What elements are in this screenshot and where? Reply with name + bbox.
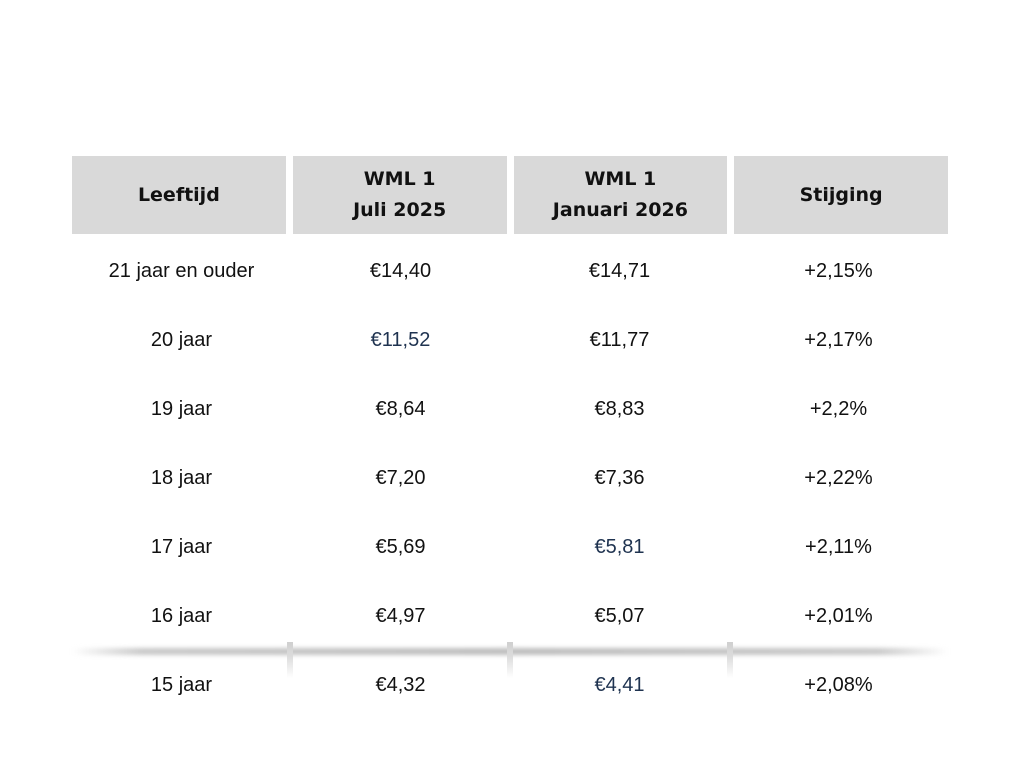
- header-stijging: Stijging: [734, 156, 948, 234]
- header-label: WML 1: [363, 168, 436, 190]
- table-body: 21 jaar en ouder €14,40 €14,71 +2,15% 20…: [72, 237, 948, 720]
- cell-wage-july-2025: €4,32: [375, 674, 426, 696]
- cell-increase: +2,22%: [804, 467, 873, 489]
- cell-wage-july-2025: €5,69: [375, 536, 426, 558]
- cell-wage-july-2025: €7,20: [375, 467, 426, 489]
- table-row: 19 jaar €8,64 €8,83 +2,2%: [72, 375, 948, 444]
- header-leeftijd: Leeftijd: [72, 156, 286, 234]
- wage-table: Leeftijd WML 1 Juli 2025 WML 1 Januari 2…: [72, 156, 948, 720]
- cell-age: 18 jaar: [150, 467, 213, 489]
- cell-wage-january-2026: €5,07: [594, 605, 645, 627]
- cell-wage-january-2026: €4,41: [594, 674, 645, 696]
- table-row: 18 jaar €7,20 €7,36 +2,22%: [72, 444, 948, 513]
- header-label: Leeftijd: [137, 183, 220, 206]
- cell-age: 16 jaar: [150, 605, 213, 627]
- header-label: Stijging: [799, 183, 883, 206]
- cell-age: 15 jaar: [150, 674, 213, 696]
- cell-increase: +2,01%: [804, 605, 873, 627]
- table-row: 21 jaar en ouder €14,40 €14,71 +2,15%: [72, 237, 948, 306]
- cell-wage-january-2026: €5,81: [594, 536, 645, 558]
- table-header-row: Leeftijd WML 1 Juli 2025 WML 1 Januari 2…: [72, 156, 948, 234]
- cell-age: 19 jaar: [150, 398, 213, 420]
- cell-wage-july-2025: €14,40: [369, 260, 432, 282]
- header-wml-juli-2025: WML 1 Juli 2025: [292, 156, 507, 234]
- cell-increase: +2,15%: [804, 260, 873, 282]
- cell-wage-january-2026: €11,77: [589, 329, 650, 351]
- cell-age: 21 jaar en ouder: [108, 260, 255, 282]
- table-row: 17 jaar €5,69 €5,81 +2,11%: [72, 513, 948, 582]
- cell-increase: +2,2%: [809, 398, 868, 420]
- cell-increase: +2,11%: [805, 536, 872, 558]
- cell-wage-january-2026: €8,83: [594, 398, 645, 420]
- cell-wage-july-2025: €8,64: [375, 398, 426, 420]
- header-sublabel: Juli 2025: [353, 199, 447, 221]
- header-sublabel: Januari 2026: [552, 199, 688, 221]
- table-row: 15 jaar €4,32 €4,41 +2,08%: [72, 651, 948, 720]
- cell-wage-january-2026: €7,36: [594, 467, 645, 489]
- header-wml-januari-2026: WML 1 Januari 2026: [513, 156, 728, 234]
- cell-age: 17 jaar: [150, 536, 213, 558]
- cell-increase: +2,17%: [804, 329, 873, 351]
- table-row: 16 jaar €4,97 €5,07 +2,01%: [72, 582, 948, 651]
- cell-wage-july-2025: €4,97: [375, 605, 426, 627]
- cell-increase: +2,08%: [804, 674, 873, 696]
- header-label: WML 1: [584, 168, 657, 190]
- cell-age: 20 jaar: [150, 329, 213, 351]
- cell-wage-july-2025: €11,52: [370, 329, 431, 351]
- cell-wage-january-2026: €14,71: [588, 260, 651, 282]
- table-row: 20 jaar €11,52 €11,77 +2,17%: [72, 306, 948, 375]
